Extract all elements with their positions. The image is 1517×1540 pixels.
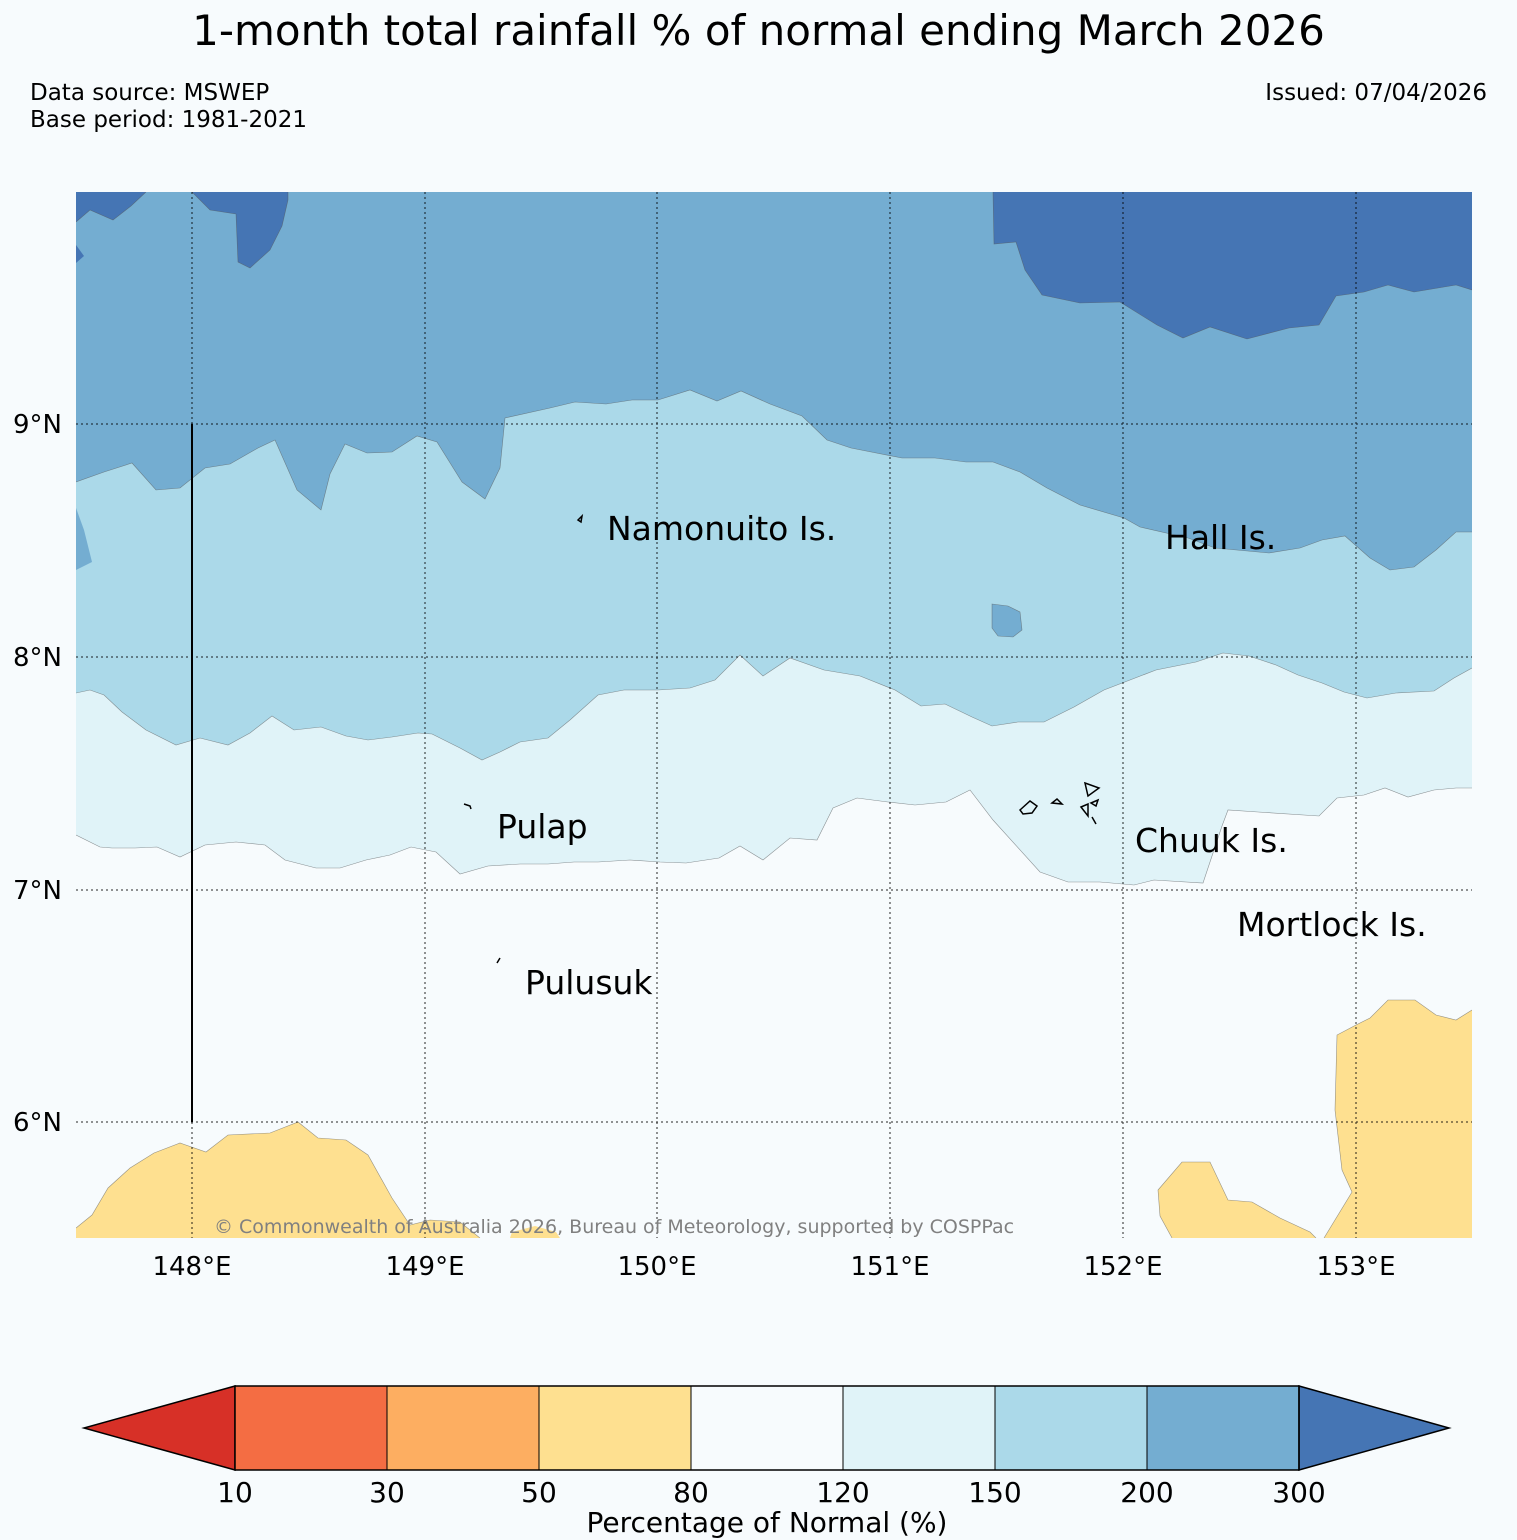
colorbar-segment-30-50 — [386, 1385, 540, 1471]
page-title: 1-month total rainfall % of normal endin… — [192, 6, 1325, 55]
band-50-80-right1 — [1158, 1162, 1316, 1238]
chuuk-island-shape-6 — [1091, 816, 1097, 825]
label-mortlock: Mortlock Is. — [1237, 905, 1427, 944]
colorbar-label: Percentage of Normal (%) — [587, 1506, 948, 1539]
base-period-text: Base period: 1981-2021 — [30, 107, 308, 133]
band-200-300-patch — [992, 604, 1022, 637]
lat-tick-9: 9°N — [13, 410, 62, 440]
lon-tick-150: 150°E — [617, 1252, 696, 1282]
lon-tick-148: 148°E — [152, 1252, 231, 1282]
label-pulusuk: Pulusuk — [525, 963, 653, 1002]
band-80-120 — [76, 788, 1472, 1238]
band-above-300-edge — [76, 245, 84, 263]
band-above-300-topright — [993, 192, 1472, 339]
colorbar-tick-120: 120 — [816, 1476, 869, 1509]
chuuk-island-shape-4 — [1079, 802, 1089, 819]
lon-tick-labels: 148°E 149°E 150°E 151°E 152°E 153°E — [152, 1252, 1395, 1282]
colorbar-tick-50: 50 — [521, 1476, 557, 1509]
colorbar-tick-150: 150 — [968, 1476, 1021, 1509]
colorbar-ticks: 10 30 50 80 120 150 200 300 — [217, 1476, 1326, 1509]
label-hall: Hall Is. — [1165, 518, 1276, 557]
label-namonuito: Namonuito Is. — [607, 509, 836, 548]
lon-tick-151: 151°E — [850, 1252, 929, 1282]
lon-tick-153: 153°E — [1316, 1252, 1395, 1282]
label-pulap: Pulap — [497, 807, 588, 846]
colorbar-segment-80-120 — [690, 1385, 844, 1471]
contour-lines — [76, 192, 1472, 1238]
band-above-300-topleft — [76, 192, 146, 222]
lon-tick-152: 152°E — [1083, 1252, 1162, 1282]
colorbar-segment-120-150 — [842, 1385, 996, 1471]
colorbar-tick-80: 80 — [673, 1476, 709, 1509]
meta-left: Data source: MSWEP Base period: 1981-202… — [30, 80, 307, 134]
lat-tick-labels: 9°N 8°N 7°N 6°N — [13, 410, 62, 1138]
colorbar-segment-50-80 — [538, 1385, 692, 1471]
band-50-80-right2 — [1324, 1000, 1472, 1238]
issued-date: Issued: 07/04/2026 — [1265, 80, 1487, 106]
copyright-text: © Commonwealth of Australia 2026, Bureau… — [214, 1216, 1014, 1238]
lat-tick-6: 6°N — [13, 1108, 62, 1138]
data-source-text: Data source: MSWEP — [30, 80, 270, 106]
colorbar-extend-low — [81, 1385, 236, 1471]
colorbar: 10 30 50 80 120 150 200 300 Percentage o… — [81, 1385, 1452, 1539]
band-above-300-top — [192, 192, 288, 268]
band-50-80-mid — [510, 1226, 560, 1238]
colorbar-tick-300: 300 — [1272, 1476, 1325, 1509]
colorbar-tick-200: 200 — [1120, 1476, 1173, 1509]
map-panel: Namonuito Is. Hall Is. Pulap Chuuk Is. M… — [76, 192, 1472, 1238]
lat-tick-7: 7°N — [13, 876, 62, 906]
colorbar-frame — [234, 1385, 1300, 1471]
colorbar-segment-10-30 — [234, 1385, 388, 1471]
band-50-80-left — [76, 1122, 480, 1238]
chuuk-island-shape-1 — [1083, 781, 1101, 798]
colorbar-extend-high — [1298, 1385, 1452, 1471]
chuuk-island-shape-5 — [1089, 798, 1100, 808]
label-chuuk: Chuuk Is. — [1135, 821, 1288, 860]
colorbar-segment-200-300 — [1146, 1385, 1300, 1471]
place-labels: Namonuito Is. Hall Is. Pulap Chuuk Is. M… — [497, 509, 1427, 1002]
colorbar-tick-30: 30 — [369, 1476, 405, 1509]
chuuk-island-shape-2 — [1018, 800, 1039, 815]
chuuk-island-shape-3 — [1050, 797, 1065, 805]
colorbar-segment-150-200 — [994, 1385, 1148, 1471]
island-shapes — [463, 513, 1101, 964]
lat-tick-8: 8°N — [13, 643, 62, 673]
lon-tick-149: 149°E — [385, 1252, 464, 1282]
namonuito-island-shape — [576, 513, 584, 524]
band-200-300-leftedge — [76, 508, 92, 570]
pulusuk-island-shape — [496, 957, 501, 964]
pulap-island-shape — [463, 803, 472, 810]
colorbar-tick-10: 10 — [217, 1476, 253, 1509]
